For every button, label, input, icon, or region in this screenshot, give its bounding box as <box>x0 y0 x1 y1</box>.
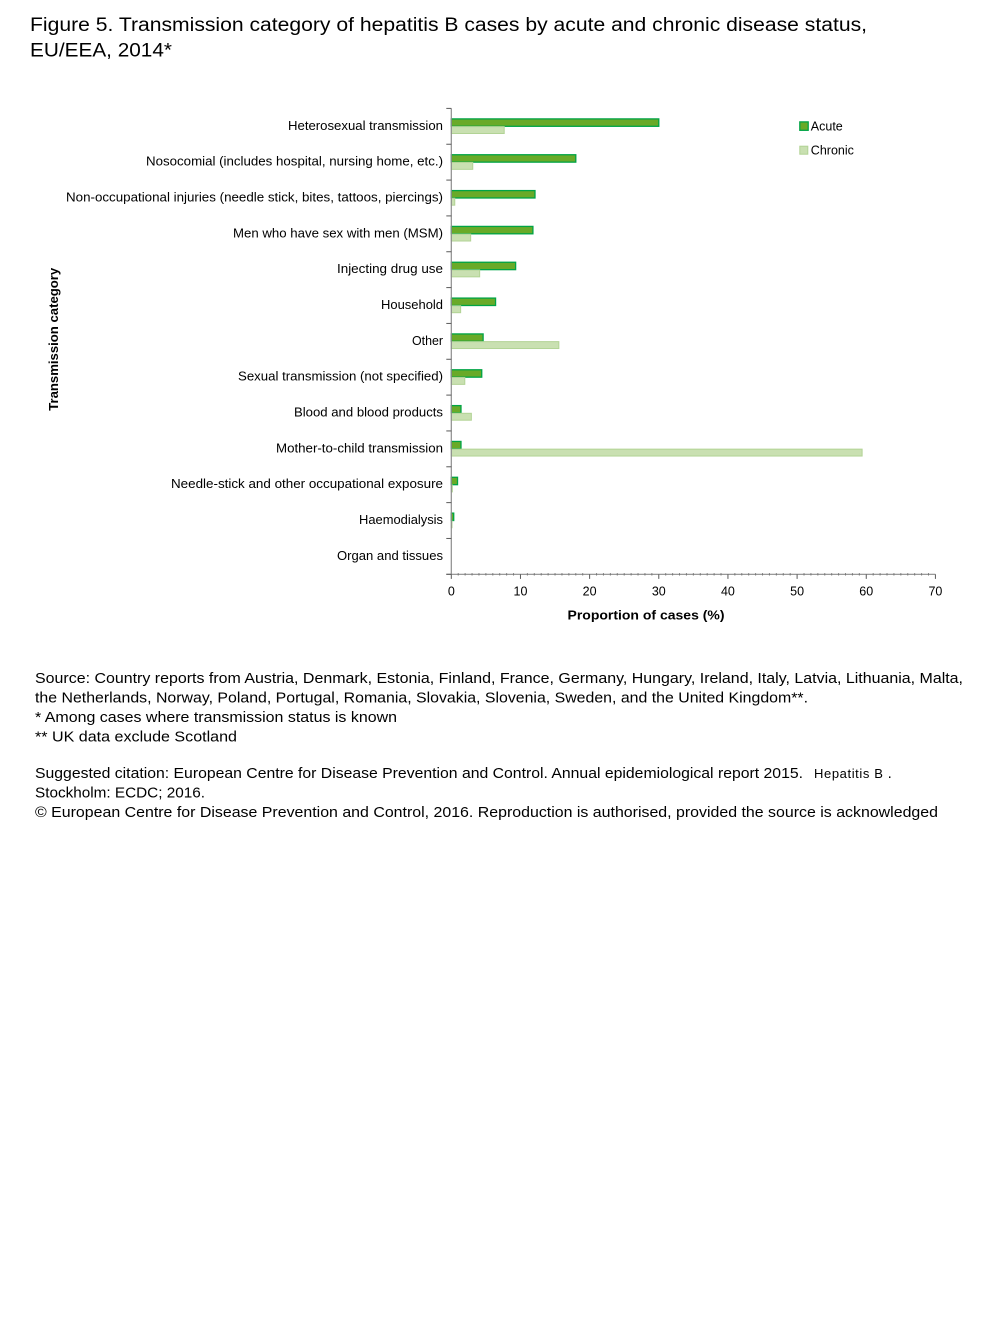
svg-text:Non-occupational injuries (nee: Non-occupational injuries (needle stick,… <box>66 190 443 204</box>
svg-text:Acute: Acute <box>811 119 843 133</box>
svg-text:Heterosexual transmission: Heterosexual transmission <box>288 119 443 133</box>
svg-text:Hepatitis B .: Hepatitis B . <box>814 765 892 782</box>
svg-text:Source: Country reports from A: Source: Country reports from Austria, De… <box>35 670 963 687</box>
svg-text:Stockholm: ECDC; 2016.: Stockholm: ECDC; 2016. <box>35 785 205 802</box>
svg-text:Household: Household <box>381 298 443 312</box>
svg-text:Haemodialysis: Haemodialysis <box>359 513 443 527</box>
svg-text:60: 60 <box>859 585 873 599</box>
svg-text:the Netherlands, Norway, Polan: the Netherlands, Norway, Poland, Portuga… <box>35 690 808 707</box>
svg-text:Needle-stick and other occupat: Needle-stick and other occupational expo… <box>171 477 443 491</box>
svg-text:** UK data exclude Scotland: ** UK data exclude Scotland <box>35 729 237 746</box>
svg-text:0: 0 <box>448 585 455 599</box>
svg-text:30: 30 <box>652 585 666 599</box>
svg-text:Transmission category: Transmission category <box>46 267 61 411</box>
svg-text:20: 20 <box>583 585 597 599</box>
svg-text:Figure 5. Transmission categor: Figure 5. Transmission category of hepat… <box>30 15 867 36</box>
svg-text:* Among cases where transmissi: * Among cases where transmission status … <box>35 709 397 726</box>
svg-text:10: 10 <box>514 585 528 599</box>
svg-text:Suggested citation: European C: Suggested citation: European Centre for … <box>35 765 803 782</box>
svg-text:Men who have sex with men (MSM: Men who have sex with men (MSM) <box>233 226 443 240</box>
svg-text:70: 70 <box>928 585 942 599</box>
svg-text:Blood and blood products: Blood and blood products <box>294 406 443 420</box>
svg-text:Mother-to-child transmission: Mother-to-child transmission <box>276 441 443 455</box>
svg-text:© European Centre for Disease: © European Centre for Disease Prevention… <box>35 804 938 821</box>
svg-text:Proportion of cases (%): Proportion of cases (%) <box>568 608 725 623</box>
svg-text:Injecting drug use: Injecting drug use <box>337 262 443 276</box>
svg-text:Other: Other <box>412 334 443 348</box>
svg-text:50: 50 <box>790 585 804 599</box>
svg-text:Nosocomial (includes hospital,: Nosocomial (includes hospital, nursing h… <box>146 155 443 169</box>
svg-text:40: 40 <box>721 585 735 599</box>
svg-text:EU/EEA, 2014*: EU/EEA, 2014* <box>30 41 173 62</box>
svg-text:Chronic: Chronic <box>811 143 854 157</box>
svg-text:Organ and tissues: Organ and tissues <box>337 549 443 563</box>
svg-text:Sexual transmission (not speci: Sexual transmission (not specified) <box>238 370 443 384</box>
